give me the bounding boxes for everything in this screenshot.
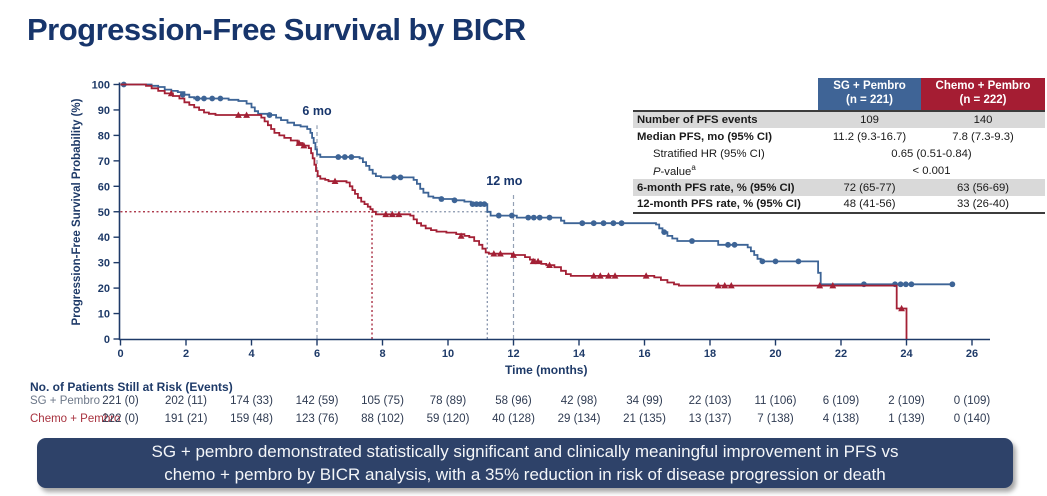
svg-text:24: 24 [900,348,913,360]
at-risk-row-label: Chemo + Pembro [30,413,121,425]
results-table-body: Number of PFS events 109 140 Median PFS, mo… [633,111,1045,213]
svg-text:90: 90 [98,105,110,117]
svg-text:4: 4 [248,348,255,360]
svg-text:0: 0 [104,334,110,346]
at-risk-value: 58 (96) [495,395,532,407]
at-risk-value: 34 (99) [626,395,663,407]
conclusion-line-1: SG + pembro demonstrated statistically s… [151,442,899,461]
results-header-spacer [633,78,818,111]
conclusion-line-2: chemo + pembro by BICR analysis, with a … [164,465,886,484]
results-row-value: 140 [973,114,993,126]
svg-text:50: 50 [98,207,110,219]
page-title: Progression-Free Survival by BICR [27,12,526,47]
svg-text:26: 26 [966,348,978,360]
at-risk-value: 42 (98) [560,395,598,407]
reference-lines [120,125,515,339]
svg-text:22: 22 [835,348,847,360]
at-risk-value: 4 (138) [822,413,860,425]
at-risk-value: 1 (139) [888,413,925,425]
svg-text:0: 0 [117,348,123,360]
svg-text:30: 30 [98,258,110,270]
results-row-label: 12-month PFS rate, % (95% CI) [637,198,801,210]
svg-text:2: 2 [183,348,189,360]
results-row-value: 11.2 (9.3-16.7) [832,130,907,143]
at-risk-value: 123 (76) [295,413,339,425]
svg-text:60: 60 [98,181,110,193]
svg-text:80: 80 [98,130,110,142]
x-axis-label: Time (months) [505,363,587,377]
km-curve-sg-pembro [120,83,954,286]
results-row-value: 48 (41-56) [843,198,896,210]
svg-text:8: 8 [379,348,385,360]
results-table-row: Stratified HR (95% CI) 0.65 (0.51-0.84) [633,145,1045,162]
at-risk-value: 21 (135) [623,413,666,425]
results-row-value: 63 (56-69) [956,181,1010,194]
at-risk-value: 191 (21) [164,413,208,425]
svg-text:70: 70 [98,156,110,168]
results-table-header: SG + Pembro (n = 221) Chemo + Pembro (n = … [633,78,1045,111]
results-row-label: Number of PFS events [637,114,758,126]
svg-text:100: 100 [92,80,110,92]
at-risk-value: 2 (109) [888,395,925,407]
svg-text:14: 14 [573,348,586,360]
results-table-row: Number of PFS events 109 140 [633,111,1045,128]
censor-marks-chemo-pembro [167,89,905,312]
results-row-merged-value: < 0.001 [912,164,951,177]
at-risk-value: 159 (48) [230,413,273,425]
at-risk-value: 13 (137) [688,413,732,425]
results-table-row: 6-month PFS rate, % (95% CI) 72 (65-77) 63… [633,179,1045,196]
results-header-sg-pembro: SG + Pembro (n = 221) [818,78,921,111]
svg-text:40: 40 [98,232,110,244]
results-row-value: 7.8 (7.3-9.3) [952,130,1014,143]
svg-text:10: 10 [98,309,110,321]
at-risk-value: 7 (138) [757,413,794,425]
results-row-label: P-valuea [653,163,696,178]
y-axis-label: Progression-Free Survival Probability (%… [71,98,83,325]
results-table-row: 12-month PFS rate, % (95% CI) 48 (41-56) 3… [633,196,1045,213]
annotation-6-mo: 6 mo [302,104,332,118]
results-row-value: 109 [860,114,879,126]
results-row-value: 72 (65-77) [843,181,896,194]
results-row-label: Median PFS, mo (95% CI) [637,130,772,143]
svg-text:20: 20 [98,283,110,295]
at-risk-value: 221 (0) [102,395,139,407]
at-risk-value: 88 (102) [361,413,404,425]
at-risk-value: 0 (109) [953,395,991,407]
at-risk-value: 29 (134) [557,413,601,425]
annotation-12-mo: 12 mo [486,174,522,188]
at-risk-value: 59 (120) [426,413,470,425]
at-risk-value: 22 (103) [688,395,732,407]
at-risk-value: 40 (128) [492,413,535,425]
results-row-merged-value: 0.65 (0.51-0.84) [891,147,972,160]
results-table-row: P-valuea < 0.001 [633,162,1045,179]
at-risk-value: 78 (89) [429,395,467,407]
at-risk-value: 105 (75) [361,395,404,407]
svg-text:12: 12 [507,348,519,360]
results-table-row: Median PFS, mo (95% CI) 11.2 (9.3-16.7) 7.… [633,128,1045,145]
at-risk-row-label: SG + Pembro [30,395,100,407]
svg-text:10: 10 [442,348,454,360]
at-risk-value: 202 (11) [165,395,207,407]
at-risk-value: 6 (109) [822,395,860,407]
svg-text:6: 6 [314,348,320,360]
results-row-label: Stratified HR (95% CI) [653,147,765,160]
svg-text:18: 18 [704,348,716,360]
at-risk-value: 11 (106) [754,395,797,407]
at-risk-value: 222 (0) [102,413,139,425]
results-table: SG + Pembro (n = 221) Chemo + Pembro (n = … [633,78,1045,214]
svg-text:20: 20 [769,348,781,360]
svg-text:16: 16 [638,348,650,360]
at-risk-value: 174 (33) [230,395,273,407]
results-row-label: 6-month PFS rate, % (95% CI) [637,181,795,194]
results-header-chemo-pembro: Chemo + Pembro (n = 222) [921,78,1045,111]
at-risk-title: No. of Patients Still at Risk (Events) [30,380,233,394]
results-row-value: 33 (26-40) [956,198,1010,210]
censor-marks-sg-pembro [120,81,956,288]
conclusion-banner: SG + pembro demonstrated statistically s… [37,438,1013,488]
at-risk-value: 142 (59) [295,395,339,407]
at-risk-value: 0 (140) [953,413,991,425]
